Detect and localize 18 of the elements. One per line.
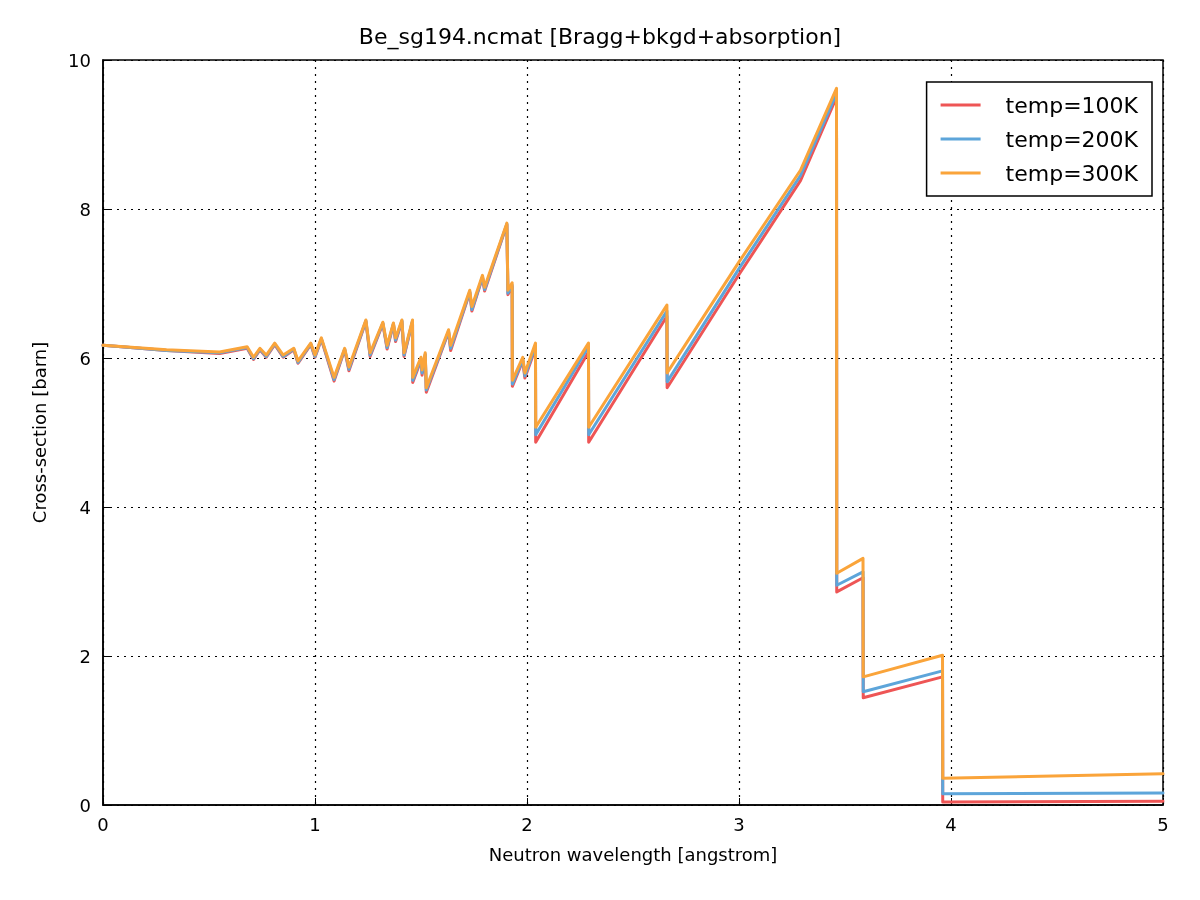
x-tick-label: 3: [733, 813, 745, 835]
chart-title: Be_sg194.ncmat [Bragg+bkgd+absorption]: [358, 23, 842, 50]
y-tick-label: 8: [79, 198, 91, 220]
x-tick-label: 4: [945, 813, 957, 835]
y-tick-label: 6: [79, 347, 91, 369]
x-tick-label: 1: [309, 813, 321, 835]
y-tick-label: 10: [68, 49, 91, 71]
legend-label: temp=200K: [1005, 126, 1139, 152]
x-axis-title: Neutron wavelength [angstrom]: [488, 843, 778, 865]
x-tick-label: 5: [1157, 813, 1169, 835]
x-tick-label: 0: [97, 813, 109, 835]
x-tick-label: 2: [521, 813, 533, 835]
legend-label: temp=300K: [1005, 160, 1139, 186]
y-tick-label: 4: [79, 496, 91, 518]
y-tick-label: 0: [79, 794, 91, 816]
legend-label: temp=100K: [1005, 92, 1139, 118]
y-tick-label: 2: [79, 645, 91, 667]
y-axis-title: Cross-section [barn]: [28, 341, 50, 524]
